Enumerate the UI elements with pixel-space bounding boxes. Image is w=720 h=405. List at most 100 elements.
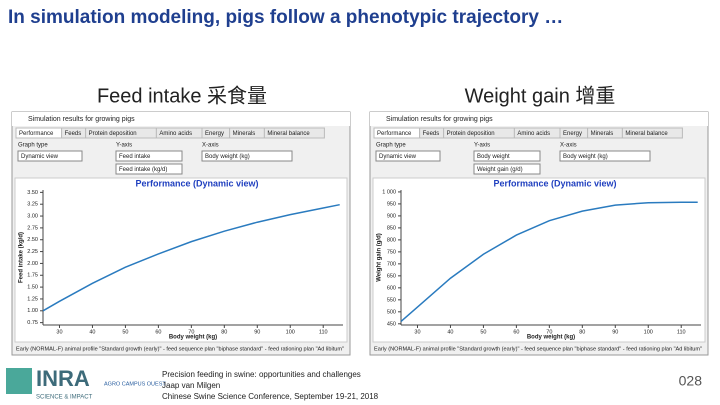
- tab-label: Performance: [19, 131, 54, 137]
- tab-label: Feeds: [65, 131, 82, 137]
- y-tick-label: 0.75: [27, 320, 38, 326]
- tab-label: Mineral balance: [625, 131, 668, 137]
- y-tick-label: 2.50: [27, 237, 38, 243]
- y-tick-label: 1 000: [382, 189, 396, 195]
- tab-label: Performance: [377, 131, 412, 137]
- control-label: Y-axis: [474, 143, 490, 149]
- x-tick-label: 110: [319, 329, 328, 335]
- slide-title: In simulation modeling, pigs follow a ph…: [8, 7, 563, 28]
- tab-label: Energy: [563, 131, 582, 137]
- x-axis-label: Body weight (kg): [527, 335, 575, 341]
- control-label: X-axis: [560, 143, 577, 149]
- x-tick-label: 80: [579, 329, 585, 335]
- y-tick-label: 3.25: [27, 202, 38, 208]
- x-tick-label: 50: [122, 329, 128, 335]
- x-tick-label: 100: [286, 329, 295, 335]
- y-tick-label: 950: [387, 201, 396, 207]
- logo-agrocampus: AGRO CAMPUS OUEST: [104, 381, 166, 387]
- y-tick-label: 650: [387, 273, 396, 279]
- control-label: Y-axis: [116, 143, 132, 149]
- dropdown[interactable]: [115, 150, 183, 162]
- dropdown[interactable]: [201, 150, 293, 162]
- x-tick-label: 70: [546, 329, 552, 335]
- tab[interactable]: [263, 127, 325, 139]
- dropdown[interactable]: [115, 163, 183, 175]
- title-bar: [12, 112, 350, 126]
- chart-area: [372, 177, 706, 343]
- tab-label: Protein deposition: [447, 131, 495, 137]
- control-label: X-axis: [202, 143, 219, 149]
- x-tick-label: 40: [447, 329, 453, 335]
- title-bar: [370, 112, 708, 126]
- dropdown[interactable]: [559, 150, 651, 162]
- dropdown-value: Dynamic view: [379, 154, 417, 160]
- tab-label: Feeds: [423, 131, 440, 137]
- y-tick-label: 1.50: [27, 285, 38, 291]
- dropdown-value: Weight gain (g/d): [477, 167, 523, 173]
- footer-text: Chinese Swine Science Conference, Septem…: [162, 392, 379, 401]
- y-tick-label: 1.75: [27, 273, 38, 279]
- status-bar: Early (NORMAL-F) animal profile "Standar…: [374, 346, 702, 352]
- x-tick-label: 60: [155, 329, 161, 335]
- tab-label: Amino acids: [159, 131, 192, 137]
- x-tick-label: 30: [56, 329, 62, 335]
- tab-label: Minerals: [591, 131, 614, 137]
- panel-heading: Feed intake 采食量: [97, 84, 267, 107]
- y-tick-label: 800: [387, 237, 396, 243]
- y-tick-label: 900: [387, 213, 396, 219]
- line-series: [42, 203, 340, 312]
- page-number: 028: [679, 373, 703, 389]
- x-tick-label: 110: [677, 329, 686, 335]
- chart-area: [14, 177, 348, 343]
- control-label: Graph type: [18, 143, 48, 149]
- y-tick-label: 3.00: [27, 214, 38, 220]
- tab[interactable]: [621, 127, 683, 139]
- y-tick-label: 3.50: [27, 190, 38, 196]
- tab-label: Amino acids: [517, 131, 550, 137]
- x-tick-label: 70: [188, 329, 194, 335]
- panel-heading: Weight gain 增重: [465, 84, 616, 107]
- dropdown[interactable]: [17, 150, 83, 162]
- dropdown-value: Body weight (kg): [205, 154, 250, 160]
- dropdown-value: Feed intake (kg/d): [119, 167, 167, 173]
- x-axis-label: Body weight (kg): [169, 335, 217, 341]
- y-tick-label: 2.75: [27, 225, 38, 231]
- y-tick-label: 700: [387, 261, 396, 267]
- y-tick-label: 450: [387, 321, 396, 327]
- tab-label: Protein deposition: [89, 131, 137, 137]
- x-tick-label: 50: [480, 329, 486, 335]
- y-tick-label: 1.25: [27, 296, 38, 302]
- dropdown[interactable]: [375, 150, 441, 162]
- y-tick-label: 500: [387, 309, 396, 315]
- x-tick-label: 40: [89, 329, 95, 335]
- window-title: Simulation results for growing pigs: [28, 116, 135, 123]
- status-bar: Early (NORMAL-F) animal profile "Standar…: [16, 346, 344, 352]
- y-axis-label: Feed intake (kg/d): [19, 232, 25, 283]
- x-tick-label: 30: [414, 329, 420, 335]
- y-tick-label: 550: [387, 297, 396, 303]
- y-tick-label: 2.00: [27, 261, 38, 267]
- dropdown[interactable]: [473, 163, 541, 175]
- dropdown-value: Dynamic view: [21, 154, 59, 160]
- window-title: Simulation results for growing pigs: [386, 116, 493, 123]
- y-axis-label: Weight gain (g/d): [377, 233, 383, 282]
- control-label: Graph type: [376, 143, 406, 149]
- inra-mark: [6, 368, 32, 394]
- y-tick-label: 2.25: [27, 249, 38, 255]
- y-tick-label: 750: [387, 249, 396, 255]
- tab-label: Minerals: [233, 131, 256, 137]
- dropdown[interactable]: [473, 150, 541, 162]
- dropdown-value: Body weight: [477, 154, 510, 160]
- dropdown-value: Body weight (kg): [563, 154, 608, 160]
- footer-text: Precision feeding in swine: opportunitie…: [162, 370, 361, 379]
- dropdown-value: Feed intake: [119, 154, 151, 160]
- tab-label: Energy: [205, 131, 224, 137]
- x-tick-label: 90: [612, 329, 618, 335]
- line-series: [400, 201, 698, 322]
- chart-title: Performance (Dynamic view): [135, 178, 258, 188]
- y-tick-label: 850: [387, 225, 396, 231]
- footer-text: Jaap van Milgen: [162, 381, 220, 390]
- chart-title: Performance (Dynamic view): [493, 178, 616, 188]
- logo-tagline: SCIENCE & IMPACT: [36, 395, 93, 401]
- y-tick-label: 600: [387, 285, 396, 291]
